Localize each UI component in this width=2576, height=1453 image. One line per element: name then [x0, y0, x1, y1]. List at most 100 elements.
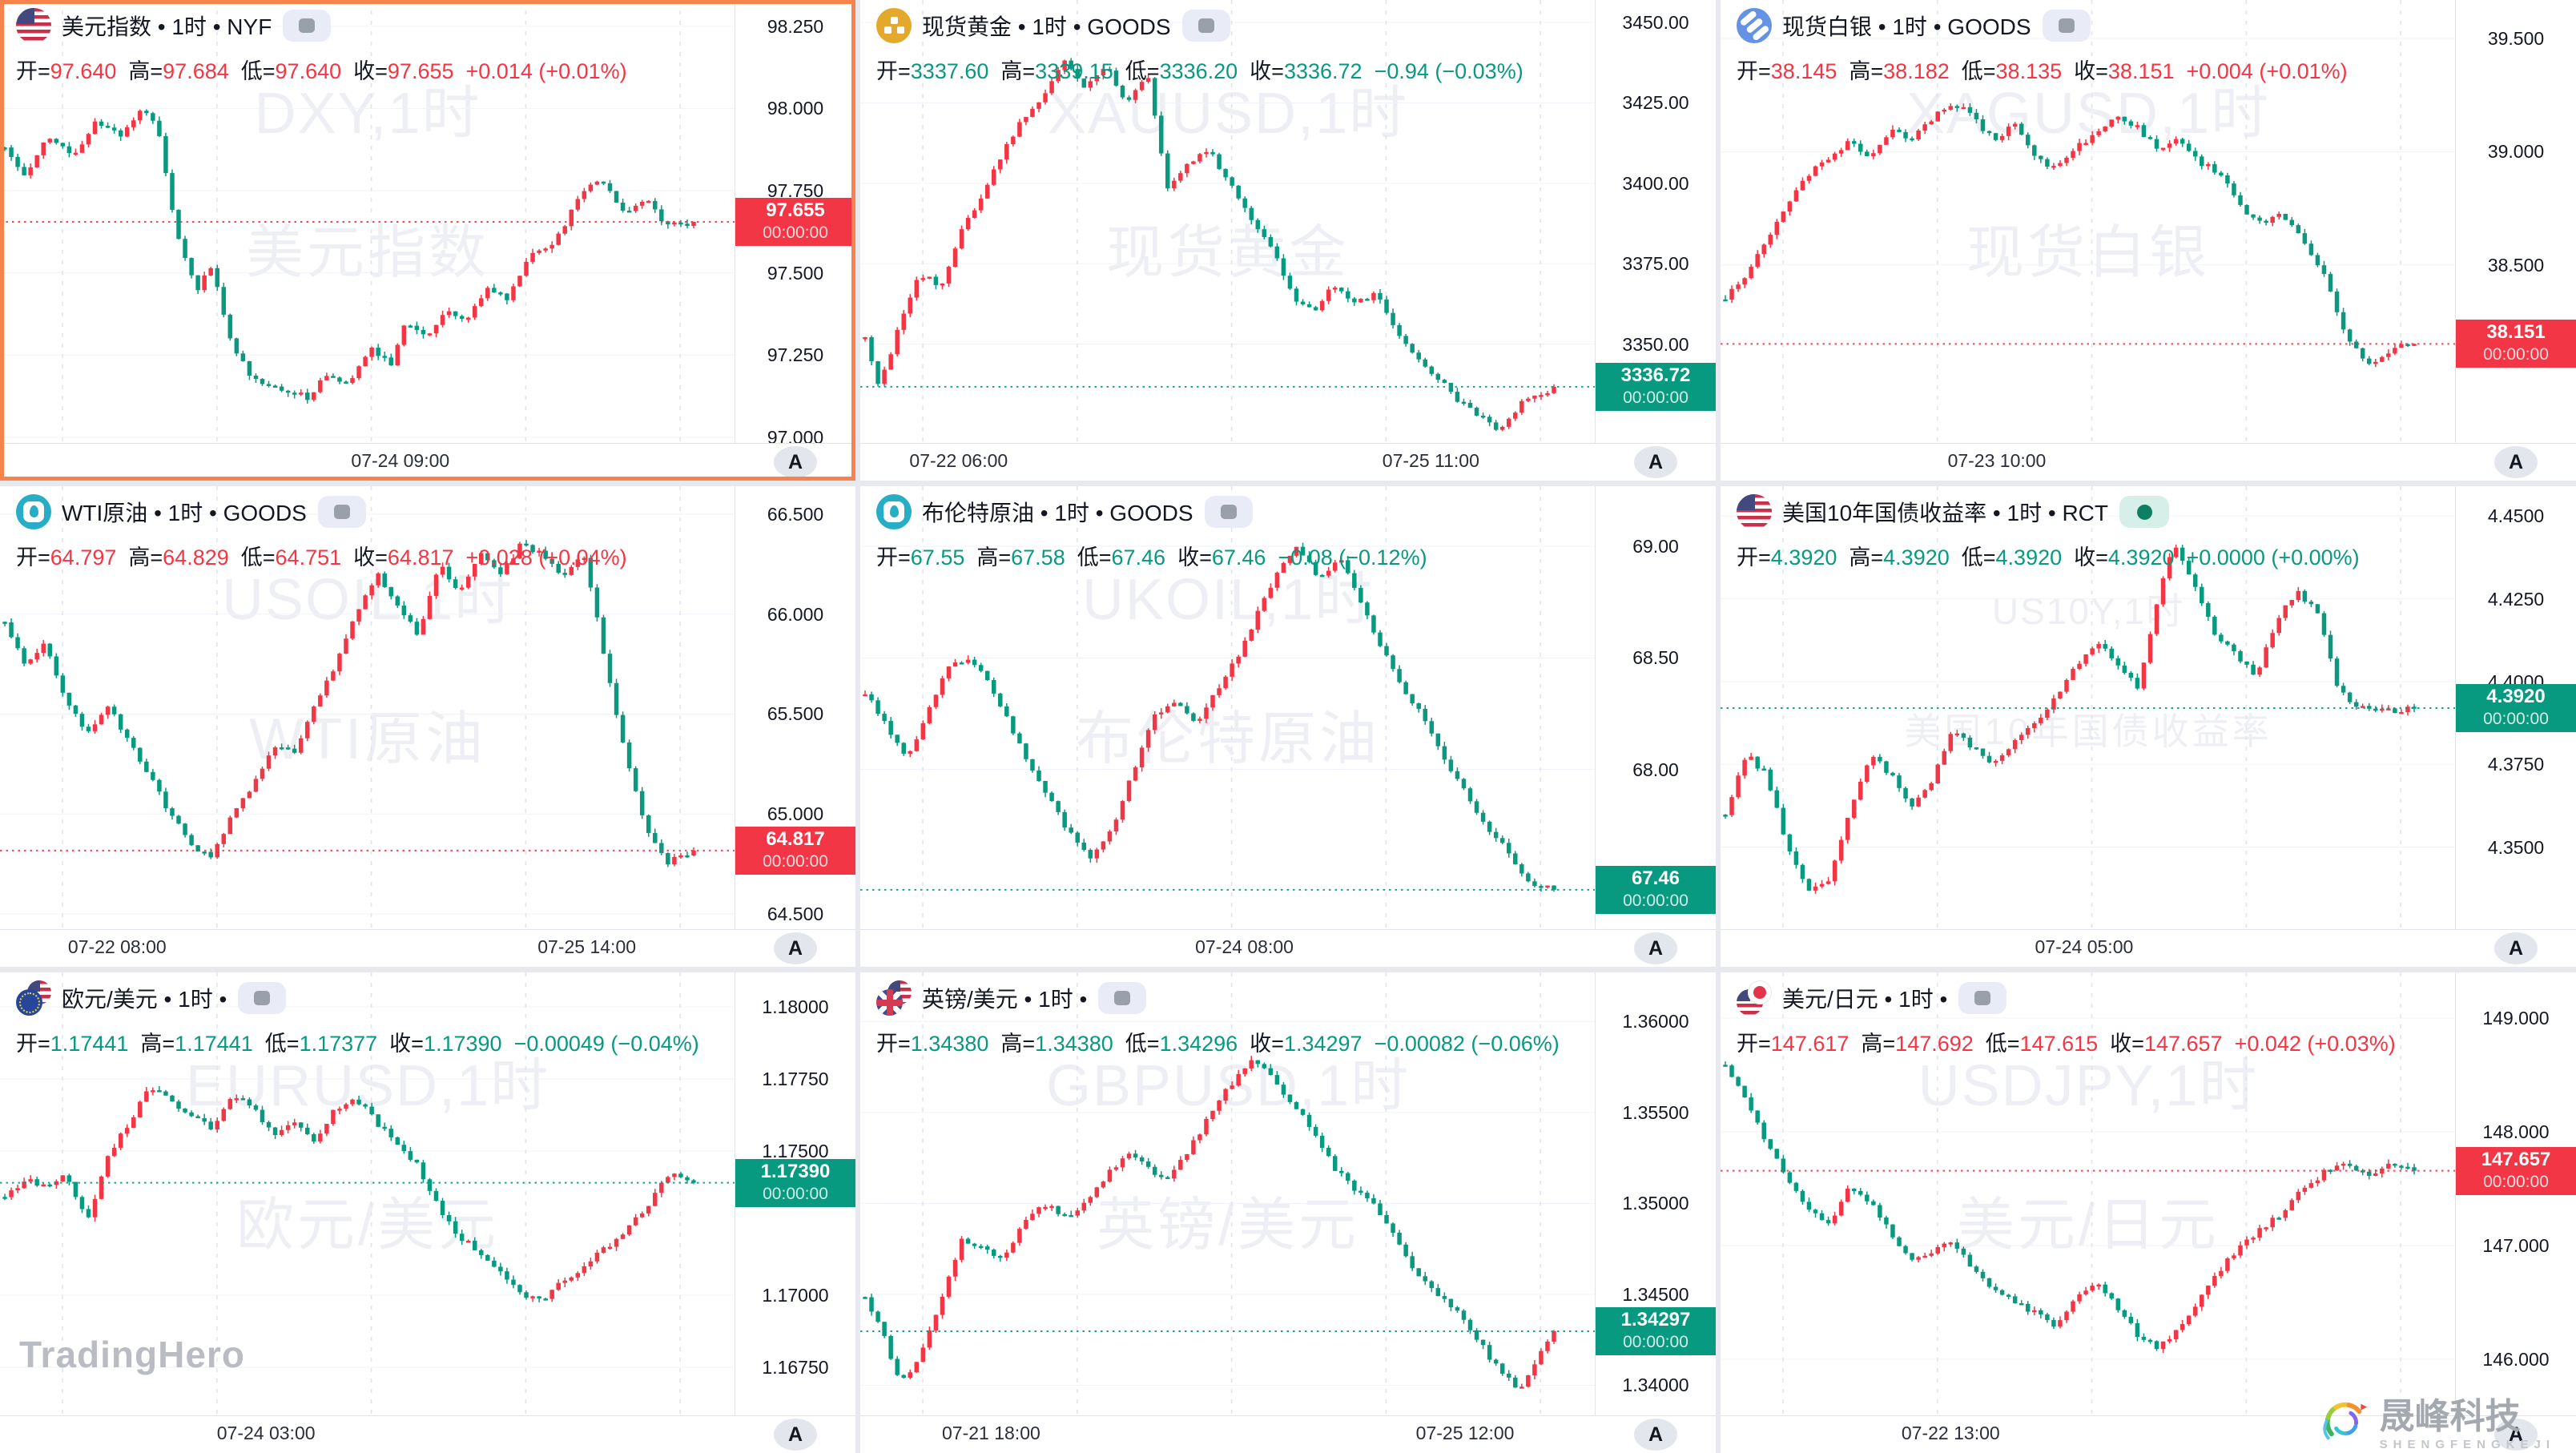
- close-value: 67.46: [1211, 545, 1266, 570]
- candlestick-chart[interactable]: [860, 0, 1596, 444]
- chart-panel[interactable]: US10Y,1时 美国10年国债收益率 美国10年国债收益率 • 1时 • RC…: [1721, 486, 2576, 967]
- last-price-time: 00:00:00: [1623, 388, 1688, 407]
- status-badge[interactable]: [2119, 496, 2169, 528]
- instrument-title[interactable]: 布伦特原油 • 1时 • GOODS: [922, 501, 1193, 525]
- instrument-title[interactable]: 现货白银 • 1时 • GOODS: [1782, 14, 2031, 39]
- price-axis[interactable]: 66.500 66.000 65.500 65.000 64.500 64.817 00…: [735, 486, 855, 967]
- auto-scale-button[interactable]: A: [774, 446, 817, 478]
- instrument-flag-icon: [1737, 980, 1772, 1016]
- auto-scale-button[interactable]: A: [1634, 932, 1677, 964]
- candlestick-chart[interactable]: [1721, 486, 2456, 930]
- chart-panel[interactable]: XAGUSD,1时 现货白银 现货白银 • 1时 • GOODS 开=38.14…: [1721, 0, 2576, 481]
- time-axis[interactable]: 07-21 18:00 07-25 12:00: [860, 1415, 1596, 1453]
- instrument-title[interactable]: WTI原油 • 1时 • GOODS: [62, 501, 307, 525]
- high-value: 1.34380: [1035, 1032, 1113, 1056]
- chart-panel[interactable]: XAUUSD,1时 现货黄金 现货黄金 • 1时 • GOODS 开=3337.…: [860, 0, 1716, 481]
- status-badge[interactable]: [2042, 10, 2091, 42]
- instrument-title[interactable]: 美元/日元 • 1时 •: [1782, 987, 1948, 1012]
- auto-scale-button[interactable]: A: [1634, 1419, 1677, 1451]
- chart-panel[interactable]: DXY,1时 美元指数 美元指数 • 1时 • NYF 开=97.640 高=97…: [0, 0, 855, 481]
- open-value: 38.145: [1770, 59, 1837, 83]
- high-label: 高=: [128, 545, 163, 570]
- status-badge[interactable]: [1204, 496, 1253, 528]
- chart-panel[interactable]: EURUSD,1时 欧元/美元 欧元/美元 • 1时 • 开=1.17441 高=…: [0, 972, 855, 1453]
- time-axis[interactable]: 07-24 03:00: [0, 1415, 735, 1453]
- low-value: 4.3920: [1995, 545, 2063, 570]
- price-tick-label: 4.4500: [2487, 505, 2545, 527]
- time-axis[interactable]: 07-22 06:00 07-25 11:00: [860, 443, 1596, 481]
- candlestick-chart[interactable]: [1721, 0, 2456, 444]
- close-label: 收=: [1250, 59, 1284, 83]
- price-tick-label: 66.500: [767, 503, 824, 525]
- price-axis[interactable]: 69.00 68.50 68.00 67.46 00:00:00 A: [1595, 486, 1716, 967]
- candlestick-chart[interactable]: [0, 0, 735, 444]
- badge-glyph-icon: [1197, 18, 1214, 33]
- open-label: 开=: [16, 59, 50, 83]
- ohlc-readout: 开=4.3920 高=4.3920 低=4.3920 收=4.3920 +0.0000 …: [1737, 540, 2360, 571]
- auto-scale-button[interactable]: A: [1634, 446, 1677, 478]
- price-axis[interactable]: 1.36000 1.35500 1.35000 1.34500 1.34000 1.34…: [1595, 972, 1716, 1453]
- time-axis[interactable]: 07-24 09:00: [0, 443, 735, 481]
- price-axis[interactable]: 39.500 39.000 38.500 38.151 00:00:00 A: [2455, 0, 2576, 481]
- low-label: 低=: [264, 1032, 300, 1056]
- instrument-title[interactable]: 现货黄金 • 1时 • GOODS: [922, 14, 1171, 39]
- high-label: 高=: [1849, 545, 1884, 570]
- instrument-title[interactable]: 英镑/美元 • 1时 •: [922, 987, 1088, 1012]
- price-tick-label: 4.4250: [2487, 588, 2545, 610]
- auto-scale-button[interactable]: A: [774, 1419, 817, 1451]
- price-axis[interactable]: 4.4500 4.4250 4.4000 4.3750 4.3500 4.3920 00…: [2455, 486, 2576, 967]
- price-tick-label: 97.500: [767, 262, 824, 284]
- time-axis[interactable]: 07-22 08:00 07-25 14:00: [0, 929, 735, 967]
- price-axis[interactable]: 149.000 148.000 147.000 146.000 147.657 00:…: [2455, 972, 2576, 1453]
- candlestick-chart[interactable]: [1721, 972, 2456, 1416]
- time-tick-label: 07-25 12:00: [1415, 1423, 1515, 1443]
- price-tick-label: 97.250: [767, 344, 824, 366]
- close-label: 收=: [353, 59, 388, 83]
- status-badge[interactable]: [283, 10, 332, 42]
- price-tick-label: 68.50: [1632, 647, 1679, 669]
- badge-glyph-icon: [1974, 991, 1991, 1005]
- price-tick-label: 1.36000: [1622, 1011, 1689, 1032]
- time-axis[interactable]: 07-23 10:00: [1721, 443, 2456, 481]
- price-tick-label: 1.34000: [1622, 1375, 1689, 1396]
- close-value: 1.17390: [423, 1032, 502, 1056]
- auto-scale-button[interactable]: A: [774, 932, 817, 964]
- candlestick-chart[interactable]: [0, 486, 735, 930]
- open-value: 67.55: [910, 545, 965, 570]
- change-value: +0.042 (+0.03%): [2234, 1032, 2396, 1056]
- status-badge[interactable]: [1181, 10, 1230, 42]
- time-axis[interactable]: 07-24 05:00: [1721, 929, 2456, 967]
- status-badge[interactable]: [1098, 982, 1147, 1014]
- open-value: 97.640: [50, 59, 117, 83]
- time-axis[interactable]: 07-24 08:00: [860, 929, 1596, 967]
- price-axis[interactable]: 1.18000 1.17750 1.17500 1.17000 1.16750 1.17…: [735, 972, 855, 1453]
- candlestick-chart[interactable]: [860, 486, 1596, 930]
- status-badge[interactable]: [238, 982, 287, 1014]
- close-label: 收=: [2074, 545, 2108, 570]
- price-axis[interactable]: 98.250 98.000 97.750 97.500 97.250 97.000 97.…: [735, 0, 855, 481]
- chart-panel[interactable]: USOIL,1时 WTI原油 WTI原油 • 1时 • GOODS 开=64.7…: [0, 486, 855, 967]
- price-tick-label: 1.35500: [1622, 1101, 1689, 1123]
- chart-panel[interactable]: USDJPY,1时 美元/日元 美元/日元 • 1时 • 开=147.617 高=…: [1721, 972, 2576, 1453]
- change-value: −0.08 (−0.12%): [1278, 545, 1427, 570]
- instrument-title[interactable]: 美国10年国债收益率 • 1时 • RCT: [1782, 501, 2108, 525]
- instrument-title[interactable]: 美元指数 • 1时 • NYF: [62, 14, 272, 39]
- candlestick-chart[interactable]: [860, 972, 1596, 1416]
- open-label: 开=: [876, 545, 911, 570]
- price-axis[interactable]: 3450.00 3425.00 3400.00 3375.00 3350.00 3336…: [1595, 0, 1716, 481]
- status-badge[interactable]: [317, 496, 366, 528]
- change-value: +0.014 (+0.01%): [465, 59, 627, 83]
- auto-scale-button[interactable]: A: [2494, 1419, 2538, 1451]
- panel-header: 布伦特原油 • 1时 • GOODS 开=67.55 高=67.58 低=67.46…: [860, 486, 1427, 571]
- auto-scale-button[interactable]: A: [2494, 932, 2538, 964]
- chart-panel[interactable]: UKOIL,1时 布伦特原油 布伦特原油 • 1时 • GOODS 开=67.5…: [860, 486, 1716, 967]
- instrument-title[interactable]: 欧元/美元 • 1时 •: [62, 987, 227, 1012]
- close-value: 147.657: [2143, 1032, 2223, 1056]
- panel-header: 现货白银 • 1时 • GOODS 开=38.145 高=38.182 低=38.1…: [1721, 0, 2348, 85]
- chart-panel[interactable]: GBPUSD,1时 英镑/美元 英镑/美元 • 1时 • 开=1.34380 高=…: [860, 972, 1716, 1453]
- close-label: 收=: [353, 545, 388, 570]
- auto-scale-button[interactable]: A: [2494, 446, 2538, 478]
- status-badge[interactable]: [1958, 982, 2007, 1014]
- close-value: 38.151: [2107, 59, 2175, 83]
- candlestick-chart[interactable]: [0, 972, 735, 1416]
